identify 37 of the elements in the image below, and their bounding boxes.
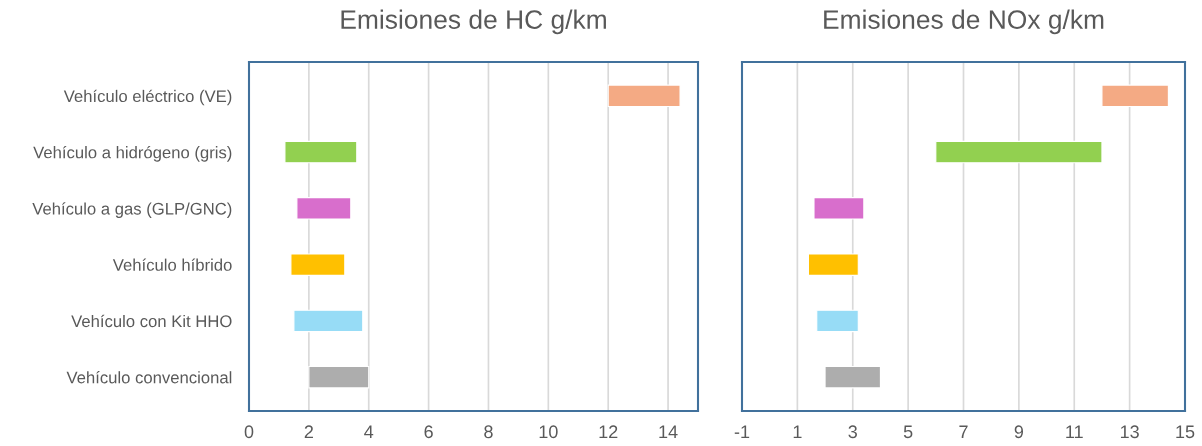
x-tick-label: 7: [959, 425, 968, 438]
y-tick-label: Vehículo eléctrico (VE): [63, 89, 232, 106]
bar: [607, 84, 681, 108]
x-tick-label: 15: [1176, 425, 1195, 439]
x-tick-label: 13: [1120, 425, 1139, 439]
x-tick-label: 4: [364, 425, 374, 438]
bar: [293, 309, 364, 333]
bar: [290, 253, 346, 276]
x-tick-label: 2: [304, 425, 313, 438]
x-tick-label: 6: [424, 425, 433, 439]
x-tick-label: 0: [244, 425, 254, 439]
x-tick-label: 12: [599, 425, 618, 438]
y-tick-label: Vehículo convencional: [66, 370, 232, 384]
x-tick-label: 1: [793, 425, 802, 438]
x-tick-label: 8: [484, 425, 493, 439]
chart-title: Emisiones de HC g/km: [341, 9, 606, 35]
x-tick-label: 3: [848, 425, 857, 439]
chart-title: Emisiones de NOx g/km: [824, 9, 1104, 35]
bar: [816, 309, 859, 333]
bar: [813, 197, 865, 220]
y-tick-label: Vehículo a hidrógeno (gris): [33, 145, 232, 162]
y-tick-label: Vehículo híbrido: [112, 258, 232, 271]
bar: [935, 140, 1103, 164]
x-tick-label: -1: [734, 425, 750, 438]
bar: [308, 365, 370, 389]
y-tick-label: Vehículo a gas (GLP/GNC): [32, 202, 232, 218]
x-tick-label: 14: [659, 425, 678, 438]
bar: [824, 365, 881, 389]
y-tick-label: Vehículo con Kit HHO: [71, 314, 232, 328]
bar: [296, 197, 352, 220]
x-tick-label: 5: [903, 425, 913, 439]
x-tick-label: 9: [1014, 425, 1024, 439]
bar: [1101, 84, 1169, 108]
bar: [807, 253, 859, 276]
x-tick-label: 10: [539, 425, 558, 439]
bar: [284, 140, 358, 164]
x-tick-label: 11: [1066, 425, 1083, 438]
